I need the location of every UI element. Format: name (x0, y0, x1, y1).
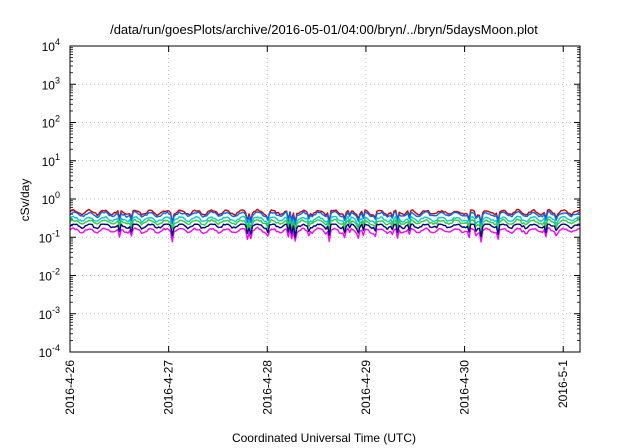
y-axis-ticks: 104 103 102 101 100 10-1 10-2 10-3 10-4 (39, 37, 580, 360)
x-tick-label: 2016-4-28 (260, 360, 274, 415)
chart-title: /data/run/goesPlots/archive/2016-05-01/0… (110, 22, 538, 37)
x-axis-label: Coordinated Universal Time (UTC) (232, 431, 416, 445)
y-tick-label: 101 (42, 152, 60, 169)
x-tick-label: 2016-4-26 (63, 360, 77, 415)
grid-lines (70, 46, 580, 352)
data-series (69, 208, 581, 243)
y-tick-label: 10-4 (39, 343, 60, 360)
x-tick-label: 2016-4-27 (162, 360, 176, 415)
series-line (69, 215, 581, 232)
y-tick-label: 10-1 (39, 228, 60, 245)
y-tick-label: 100 (42, 190, 60, 207)
y-tick-label: 10-3 (39, 305, 60, 322)
series-line (69, 210, 581, 226)
plot-frame (69, 45, 581, 353)
y-tick-label: 103 (42, 75, 60, 92)
series-line (69, 223, 580, 238)
x-tick-label: 2016-4-29 (359, 360, 373, 415)
x-tick-label: 2016-5-1 (556, 360, 570, 408)
y-tick-label: 104 (42, 37, 60, 54)
x-axis-ticks: 2016-4-26 2016-4-27 2016-4-28 2016-4-29 2016… (63, 46, 570, 415)
x-tick-label: 2016-4-30 (458, 360, 472, 415)
y-tick-label: 10-2 (39, 267, 60, 284)
y-axis-label: cSv/day (18, 179, 32, 222)
series-line (69, 226, 581, 243)
series-line (69, 218, 581, 235)
y-tick-label: 102 (42, 114, 60, 131)
series-line (69, 208, 581, 224)
